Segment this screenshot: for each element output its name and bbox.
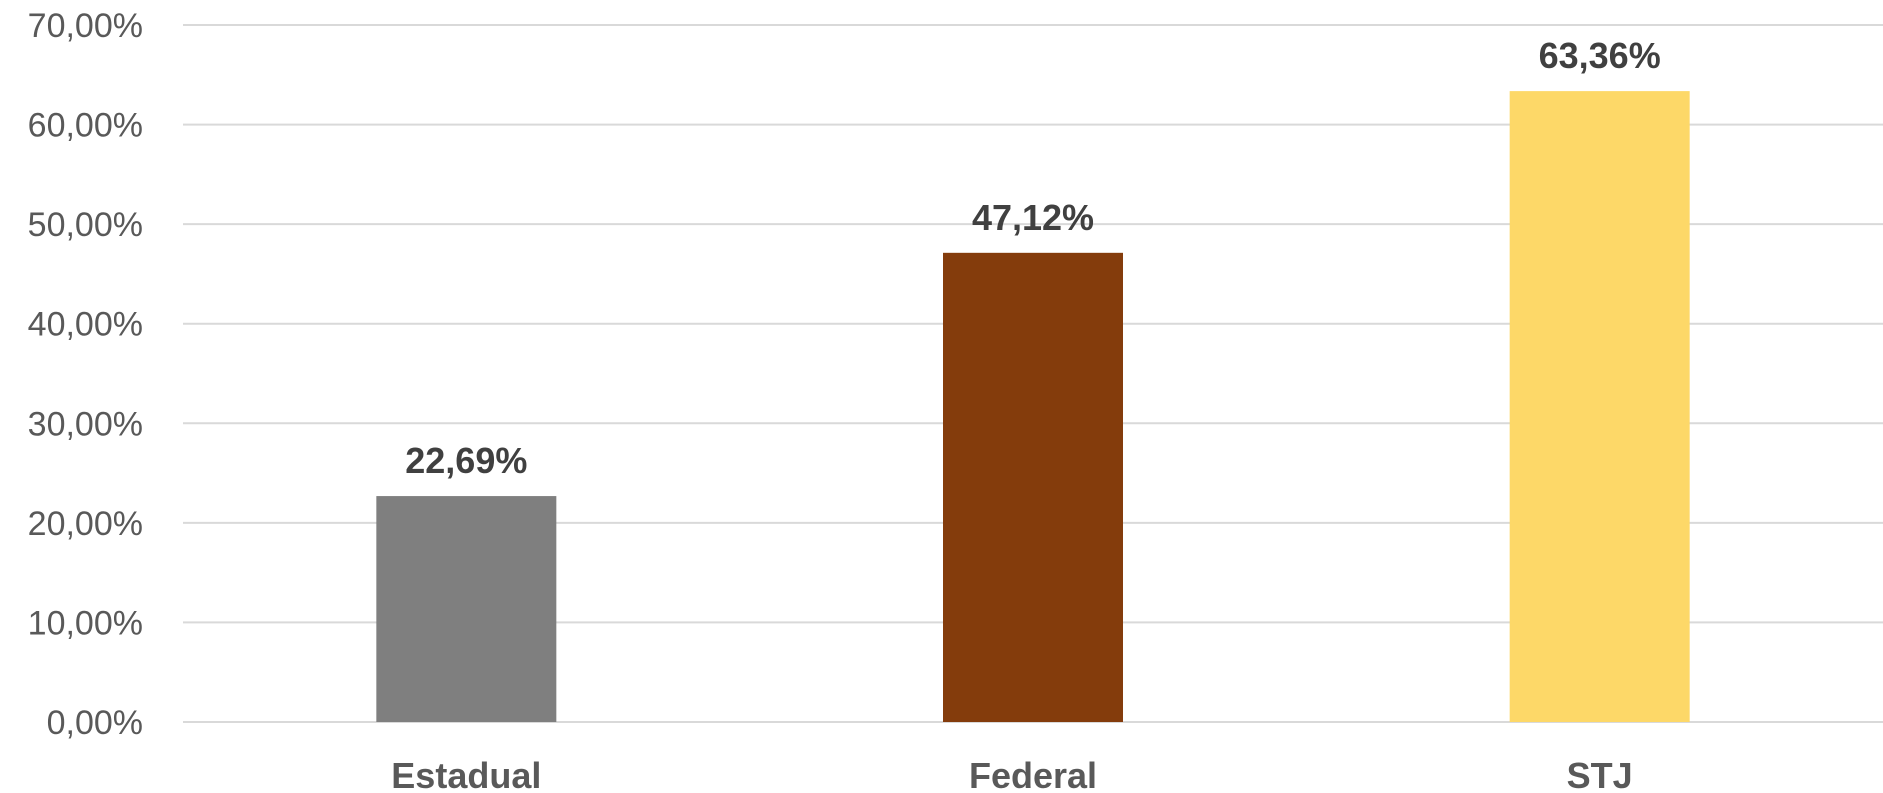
data-label: 63,36%: [1539, 35, 1661, 76]
data-label: 47,12%: [972, 197, 1094, 238]
bar: [376, 496, 556, 722]
y-tick-label: 20,00%: [28, 505, 143, 543]
y-tick-label: 0,00%: [47, 704, 143, 742]
category-label: STJ: [1567, 755, 1633, 793]
y-tick-label: 30,00%: [28, 405, 143, 443]
y-tick-label: 10,00%: [28, 604, 143, 642]
category-label: Federal: [969, 755, 1097, 793]
bar: [1510, 91, 1690, 722]
y-tick-label: 40,00%: [28, 306, 143, 344]
bars: [376, 91, 1689, 722]
y-tick-label: 60,00%: [28, 107, 143, 145]
y-tick-label: 70,00%: [28, 7, 143, 45]
y-tick-label: 50,00%: [28, 206, 143, 244]
data-label: 22,69%: [405, 440, 527, 481]
x-axis-category-labels: Estadual Federal STJ: [391, 755, 1632, 793]
category-label: Estadual: [391, 755, 541, 793]
y-axis-tick-labels: 0,00% 10,00% 20,00% 30,00% 40,00% 50,00% 60,00…: [28, 7, 143, 742]
bar: [943, 253, 1123, 722]
